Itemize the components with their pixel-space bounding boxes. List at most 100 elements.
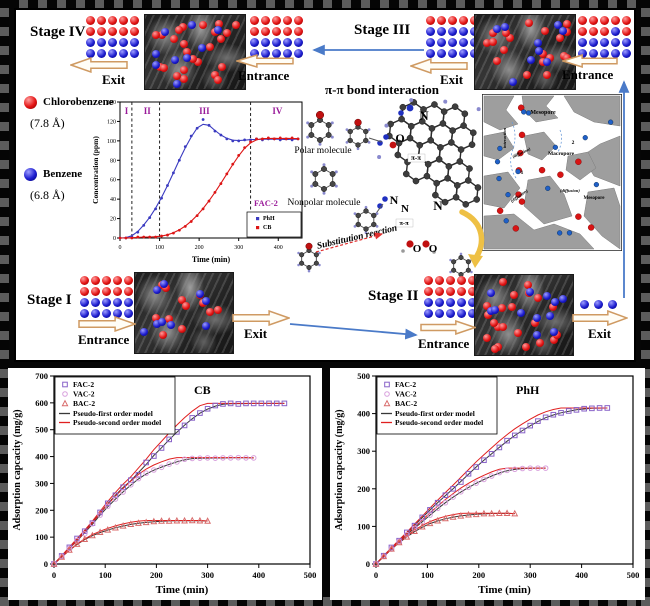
- svg-text:Time (min): Time (min): [156, 584, 209, 596]
- svg-text:Macropore: Macropore: [548, 151, 575, 157]
- cb-kinetics-panel: 0 100 200 300 400 500 0 100 200 300 400 500 600 700 Ti…: [8, 368, 322, 600]
- frame-right: [641, 0, 650, 606]
- svg-text:0: 0: [52, 570, 56, 580]
- stage3-sem-image: [474, 14, 576, 90]
- svg-text:400: 400: [274, 245, 283, 251]
- svg-text:O: O: [395, 131, 404, 145]
- stage2-entrance-arrow: [420, 320, 476, 335]
- benzene-molecule-icon: [310, 163, 338, 195]
- stage3-exit-arrow: [410, 58, 468, 74]
- substitution-reactant-icon: [297, 242, 321, 273]
- svg-text:80: 80: [110, 158, 116, 164]
- stage3-inlet-grid: [578, 16, 631, 58]
- cb-kinetics-chart: 0 100 200 300 400 500 0 100 200 300 400 500 600 700 Ti…: [12, 371, 317, 596]
- nonpolar-molecule-label: Nonpolar molecule: [287, 198, 361, 208]
- carbon-sheet-diagram: NOπ-πNN Nπ-πO O: [345, 98, 490, 255]
- svg-text:300: 300: [201, 570, 214, 580]
- svg-text:Pseudo-second order model: Pseudo-second order model: [73, 418, 161, 427]
- svg-text:Concentration (ppm): Concentration (ppm): [91, 136, 100, 204]
- phh-kinetics-chart: 0 100 200 300 400 500 0 100 200 300 400 500 Time (mi…: [334, 371, 640, 596]
- stage3-label: Stage III: [354, 22, 411, 38]
- svg-text:1: 1: [521, 170, 524, 176]
- stage4-outlet-grid: [250, 16, 303, 58]
- svg-text:140: 140: [107, 100, 116, 106]
- svg-text:600: 600: [35, 398, 48, 408]
- svg-text:200: 200: [35, 505, 48, 515]
- svg-text:0: 0: [366, 559, 370, 569]
- stage1-exit-arrow: [232, 310, 290, 326]
- svg-text:CB: CB: [194, 383, 211, 397]
- stage1-entrance-label: Entrance: [78, 332, 130, 347]
- svg-text:O: O: [429, 243, 438, 255]
- stage3-entrance-label: Entrance: [562, 67, 614, 82]
- svg-text:Adsorption capcacity (mg/g): Adsorption capcacity (mg/g): [12, 409, 23, 530]
- svg-text:60: 60: [110, 178, 116, 184]
- svg-text:200: 200: [472, 570, 485, 580]
- svg-text:100: 100: [357, 521, 370, 531]
- svg-text:N: N: [419, 108, 429, 123]
- stage1-sem-image: [134, 272, 234, 354]
- svg-text:500: 500: [627, 570, 640, 580]
- stage2-breakthrough-dots: [580, 300, 617, 309]
- svg-text:O: O: [413, 243, 422, 255]
- svg-text:I: I: [125, 106, 129, 116]
- svg-text:π-π: π-π: [411, 154, 421, 162]
- frame-bottom: [0, 597, 650, 606]
- benzene-label: Benzene: [43, 168, 83, 180]
- stage3-exit-label: Exit: [440, 72, 464, 87]
- benzene-dot-icon: [24, 168, 37, 181]
- chlorobenzene-size: (7.8 Å): [30, 116, 65, 130]
- svg-text:III: III: [199, 106, 210, 116]
- chlorobenzene-dot-icon: [24, 96, 37, 109]
- svg-text:0: 0: [119, 245, 122, 251]
- svg-text:VAC-2: VAC-2: [73, 390, 95, 399]
- svg-text:200: 200: [357, 484, 370, 494]
- stage4-entrance-label: Entrance: [238, 68, 290, 83]
- svg-text:N: N: [401, 203, 409, 215]
- stage2-entrance-label: Entrance: [418, 336, 470, 351]
- svg-text:400: 400: [252, 570, 265, 580]
- chlorobenzene-label: Chlorobenzene: [43, 96, 114, 108]
- svg-text:400: 400: [35, 452, 48, 462]
- svg-text:120: 120: [107, 119, 116, 125]
- svg-text:BAC-2: BAC-2: [73, 399, 95, 408]
- svg-text:100: 100: [155, 245, 164, 251]
- svg-text:400: 400: [357, 409, 370, 419]
- svg-text:200: 200: [195, 245, 204, 251]
- svg-text:20: 20: [110, 217, 116, 223]
- svg-text:0: 0: [44, 559, 48, 569]
- stage3-outlet-grid: [426, 16, 479, 58]
- svg-text:CB: CB: [263, 225, 271, 231]
- stage2-inlet-grid: [424, 276, 477, 318]
- chlorobenzene-molecule-icon: [306, 110, 334, 146]
- stage4-inlet-grid: [86, 16, 139, 58]
- svg-text:300: 300: [35, 478, 48, 488]
- svg-text:FAC-2: FAC-2: [395, 380, 416, 389]
- svg-text:FAC-2: FAC-2: [254, 198, 278, 208]
- svg-text:π-π: π-π: [399, 220, 409, 227]
- stage2-label: Stage II: [368, 288, 419, 304]
- mid-chart-legend: PhH CB: [246, 211, 302, 238]
- stage4-exit-label: Exit: [102, 72, 126, 87]
- phh-kinetics-panel: 0 100 200 300 400 500 0 100 200 300 400 500 Time (mi…: [330, 368, 645, 600]
- svg-text:Time (min): Time (min): [192, 255, 231, 264]
- svg-text:500: 500: [304, 570, 317, 580]
- stage3-entrance-arrow: [562, 54, 618, 68]
- svg-text:100: 100: [35, 532, 48, 542]
- interaction-title: π-π bond interaction: [325, 82, 439, 97]
- svg-text:100: 100: [99, 570, 112, 580]
- svg-text:VAC-2: VAC-2: [395, 390, 417, 399]
- svg-text:Pseudo-second order model: Pseudo-second order model: [395, 418, 483, 427]
- svg-text:100: 100: [107, 139, 116, 145]
- stage1-entrance-arrow: [78, 316, 136, 332]
- svg-text:IV: IV: [272, 106, 283, 116]
- polar-molecule-label: Polar molecule: [294, 146, 352, 156]
- svg-text:Pseudo-first order model: Pseudo-first order model: [395, 409, 475, 418]
- svg-text:PhH: PhH: [516, 383, 540, 397]
- svg-text:Mesopore: Mesopore: [583, 196, 605, 201]
- svg-text:300: 300: [524, 570, 537, 580]
- stage2-exit-label: Exit: [588, 326, 612, 341]
- svg-text:II: II: [144, 106, 152, 116]
- stage4-label: Stage IV: [30, 24, 86, 40]
